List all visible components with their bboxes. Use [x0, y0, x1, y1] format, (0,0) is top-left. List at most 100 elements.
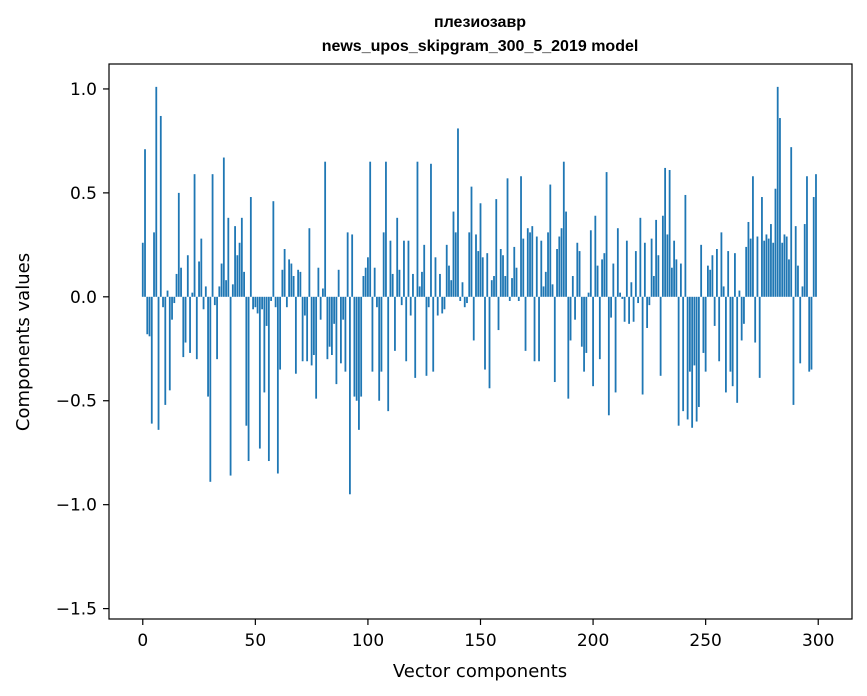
bar [391, 273, 394, 297]
bar [457, 128, 459, 297]
bar [218, 286, 221, 297]
bar [258, 296, 261, 449]
bar [815, 174, 817, 297]
x-axis: 0 50 100 150 200 250 300 [137, 619, 834, 651]
bar [648, 296, 651, 306]
bar [412, 273, 414, 297]
bar [358, 296, 360, 430]
bar [236, 255, 239, 297]
bar [184, 296, 187, 343]
bar [398, 269, 401, 297]
bar [441, 296, 444, 314]
bar [779, 118, 781, 297]
bar [720, 232, 723, 297]
bar [783, 234, 786, 297]
y-axis-label: Components values [13, 253, 34, 431]
bar [427, 296, 430, 308]
bar [551, 284, 554, 297]
bar [146, 296, 149, 335]
bar [360, 296, 363, 397]
bar [486, 253, 489, 297]
bar [801, 286, 804, 297]
bar [664, 167, 667, 297]
bar [774, 188, 777, 297]
bar [216, 296, 218, 360]
bar [808, 296, 811, 372]
bar [396, 217, 399, 297]
bar [308, 228, 311, 297]
bar [610, 296, 612, 318]
bar [544, 271, 547, 297]
bar [558, 236, 561, 297]
bar [578, 251, 581, 297]
bar [628, 296, 630, 324]
bar [767, 238, 770, 297]
bar [195, 296, 198, 360]
bar [637, 296, 640, 304]
bar [430, 163, 432, 297]
bar [797, 265, 799, 297]
bar [661, 215, 664, 297]
bar [603, 253, 606, 297]
bar [535, 236, 538, 297]
bar [290, 263, 293, 297]
bar [328, 296, 331, 347]
bar [421, 271, 423, 297]
bar [490, 280, 493, 297]
bar [367, 257, 369, 297]
bar [643, 242, 646, 297]
bar [448, 265, 450, 297]
bar [682, 296, 685, 412]
bar [547, 232, 549, 297]
bar [382, 232, 385, 297]
x-tick-label: 50 [245, 631, 267, 651]
bar [538, 296, 540, 362]
bar [222, 157, 225, 297]
bar [472, 296, 475, 341]
bar [299, 271, 302, 297]
bar [675, 259, 678, 297]
bar-series [141, 86, 817, 495]
bar [601, 259, 603, 297]
bar [734, 253, 736, 297]
bar [425, 296, 428, 376]
y-tick-label: 0.0 [70, 288, 97, 308]
bar [245, 296, 248, 426]
bar [727, 251, 730, 297]
bar [380, 296, 383, 372]
bar [761, 197, 763, 297]
bar [335, 296, 338, 385]
bar [756, 236, 759, 297]
bar [515, 267, 518, 297]
chart-title: плезиозавр [434, 14, 526, 31]
bar [567, 296, 570, 399]
bar [418, 286, 421, 297]
bar [337, 269, 340, 297]
bar [790, 147, 793, 297]
bar [729, 296, 732, 372]
bar [141, 242, 144, 297]
bar [763, 240, 766, 297]
bar [752, 176, 754, 297]
bar [247, 296, 250, 462]
bar [376, 296, 378, 308]
bar [562, 161, 565, 297]
bar [387, 296, 390, 412]
x-tick-label: 100 [352, 631, 384, 651]
bar [351, 234, 354, 297]
bar [583, 296, 585, 372]
bar [598, 296, 601, 360]
bar [625, 240, 628, 297]
bar [454, 232, 457, 297]
bar [153, 232, 155, 297]
bar [400, 296, 403, 306]
bar [315, 296, 318, 399]
bar [303, 296, 306, 316]
bar [517, 296, 520, 301]
bar [686, 296, 689, 420]
bar [619, 292, 621, 297]
y-tick-label: −1.5 [56, 600, 97, 620]
bar [346, 232, 349, 297]
plot-frame [108, 63, 853, 620]
bar [646, 296, 649, 328]
